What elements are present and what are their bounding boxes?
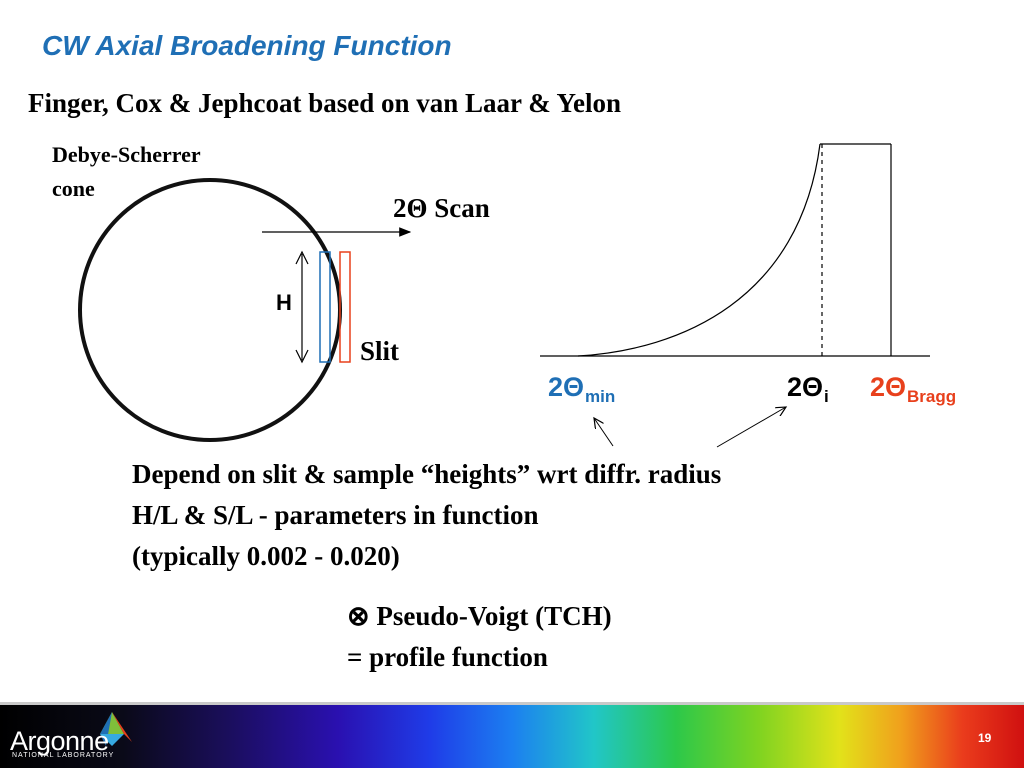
label-2theta-i: 2Θi xyxy=(787,372,829,406)
body-line-1: Depend on slit & sample “heights” wrt di… xyxy=(132,459,722,489)
convolution-line: ⊗ Pseudo-Voigt (TCH) xyxy=(347,601,612,631)
argonne-logo-subtext: NATIONAL LABORATORY xyxy=(12,752,115,759)
label-2theta-bragg: 2ΘBragg xyxy=(870,372,957,406)
page-number: 19 xyxy=(978,731,992,745)
pointer-arrow-i xyxy=(716,407,786,448)
body-line-3: (typically 0.002 - 0.020) xyxy=(132,541,400,571)
label-2theta-min: 2Θmin xyxy=(548,372,616,406)
footer-spectrum-bar xyxy=(0,702,1024,768)
argonne-logo-text: Argonne xyxy=(10,726,109,756)
slide-title: CW Axial Broadening Function xyxy=(42,30,452,61)
profile-function-line: = profile function xyxy=(347,642,548,672)
cone-label-line2: cone xyxy=(52,176,95,201)
height-label: H xyxy=(276,290,292,315)
footer-divider xyxy=(0,702,1024,705)
slit-blue xyxy=(319,251,331,363)
profile-curve xyxy=(577,143,821,357)
body-line-2: H/L & S/L - parameters in function xyxy=(132,500,539,530)
slit-red xyxy=(339,251,351,363)
pointer-arrow-min xyxy=(594,418,614,447)
scan-label: 2Θ Scan xyxy=(393,193,490,223)
slide-subtitle: Finger, Cox & Jephcoat based on van Laar… xyxy=(28,88,622,118)
cone-label-line1: Debye-Scherrer xyxy=(52,142,201,167)
slit-label: Slit xyxy=(360,336,400,366)
